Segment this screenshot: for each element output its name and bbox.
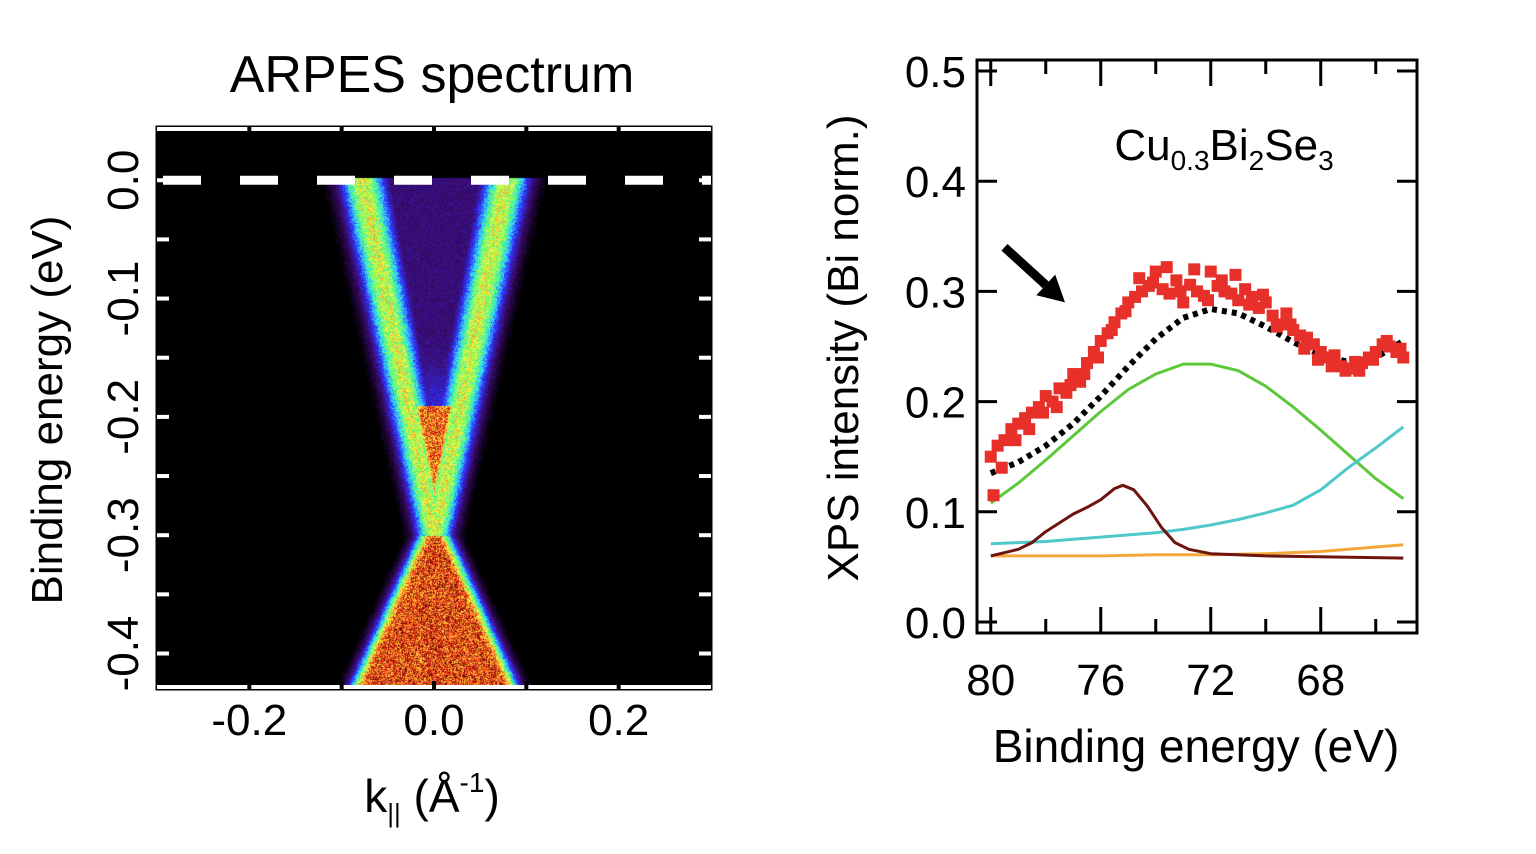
x-tick-label: 76 [1076,656,1125,705]
data-point [1064,379,1077,392]
y-tick-label: 0.2 [905,379,966,428]
xps-frame [975,58,1419,635]
arpes-xlabel: k|| (Å-1) [364,767,500,828]
component-curve [990,425,1405,546]
data-point [1328,349,1341,362]
y-tick-label: 0.1 [905,489,966,538]
arpes-frame [155,125,713,691]
label-se-sub: 3 [1318,145,1334,176]
xps-xlabel: Binding energy (eV) [993,720,1400,772]
data-point [1353,364,1366,377]
xps-ylabel: XPS intensity (Bi norm.) [819,114,868,581]
label-cu-sub: 0.3 [1171,145,1210,176]
data-point [1009,434,1022,447]
y-tick-label: 0.5 [905,48,966,97]
x-tick-label: 0.0 [403,696,464,745]
data-point [1163,287,1176,300]
x-tick-label: 0.2 [588,696,649,745]
xlabel-close: ) [484,770,499,822]
data-point [1050,401,1063,414]
data-point [1147,276,1159,289]
data-point [1284,318,1297,331]
data-point [1204,265,1217,278]
x-tick-label: 68 [1296,656,1345,705]
data-point [1170,274,1183,287]
label-se: Se [1264,121,1318,170]
data-point [1257,288,1269,301]
y-tick-label: 0.0 [905,599,966,648]
data-point [1081,357,1093,370]
data-point [1298,342,1311,355]
arrow-shaft [1001,243,1049,289]
data-point [1202,294,1214,307]
data-point [1092,351,1104,364]
data-point [1232,294,1245,307]
data-point [1367,353,1379,366]
data-point [1215,274,1228,287]
xlabel-sub: || [387,798,401,828]
x-tick-label: 72 [1186,656,1235,705]
data-point [1312,353,1324,366]
arpes-heatmap [157,127,711,689]
component-curve [989,362,1405,505]
y-tick-label: -0.1 [99,261,148,337]
y-tick-label: -0.3 [99,497,148,573]
arpes-ylabel: Binding energy (eV) [23,216,72,605]
data-point [1023,423,1036,436]
data-point [1119,305,1132,318]
data-point [1149,265,1162,278]
xlabel-unit: (Å [401,770,460,822]
y-tick-label: 0.0 [99,150,148,211]
data-point [995,461,1008,474]
data-point [1243,298,1256,311]
arrow-head [1036,274,1065,303]
data-point [1037,406,1049,419]
data-point [1160,261,1173,274]
data-point [998,434,1011,447]
label-cu: Cu [1114,121,1170,170]
data-point [1078,368,1091,381]
xlabel-sup: -1 [460,767,485,798]
data-point [1174,285,1187,298]
data-point [1394,342,1407,355]
x-tick-label: -0.2 [211,696,287,745]
x-tick-label: 80 [966,656,1015,705]
data-point [1229,268,1242,281]
data-point [1133,272,1146,285]
label-bi: Bi [1210,121,1249,170]
xlabel-k: k [364,770,388,822]
sample-label: Cu0.3Bi2Se3 [1114,121,1333,176]
label-bi-sub: 2 [1249,145,1265,176]
data-point [1380,334,1393,347]
data-point [987,489,1000,502]
data-point [1270,320,1283,333]
data-point [1280,307,1293,320]
arpes-axes: -0.2 0.0 0.2 0.0 -0.1 -0.2 -0.3 -0.4 [99,125,713,745]
data-point [1188,263,1201,276]
data-point [1325,360,1338,373]
data-point [1177,296,1190,309]
arpes-title: ARPES spectrum [230,46,635,104]
xps-plot: 0.0 0.1 0.2 0.3 0.4 0.5 80 76 72 68 [905,48,1419,705]
y-tick-label: -0.2 [99,379,148,455]
y-tick-label: -0.4 [99,616,148,692]
data-point [1105,323,1118,336]
component-curve [990,483,1404,560]
y-tick-label: 0.3 [905,268,966,317]
data-point [984,450,997,463]
y-tick-label: 0.4 [905,158,966,207]
data-point [1339,364,1352,377]
